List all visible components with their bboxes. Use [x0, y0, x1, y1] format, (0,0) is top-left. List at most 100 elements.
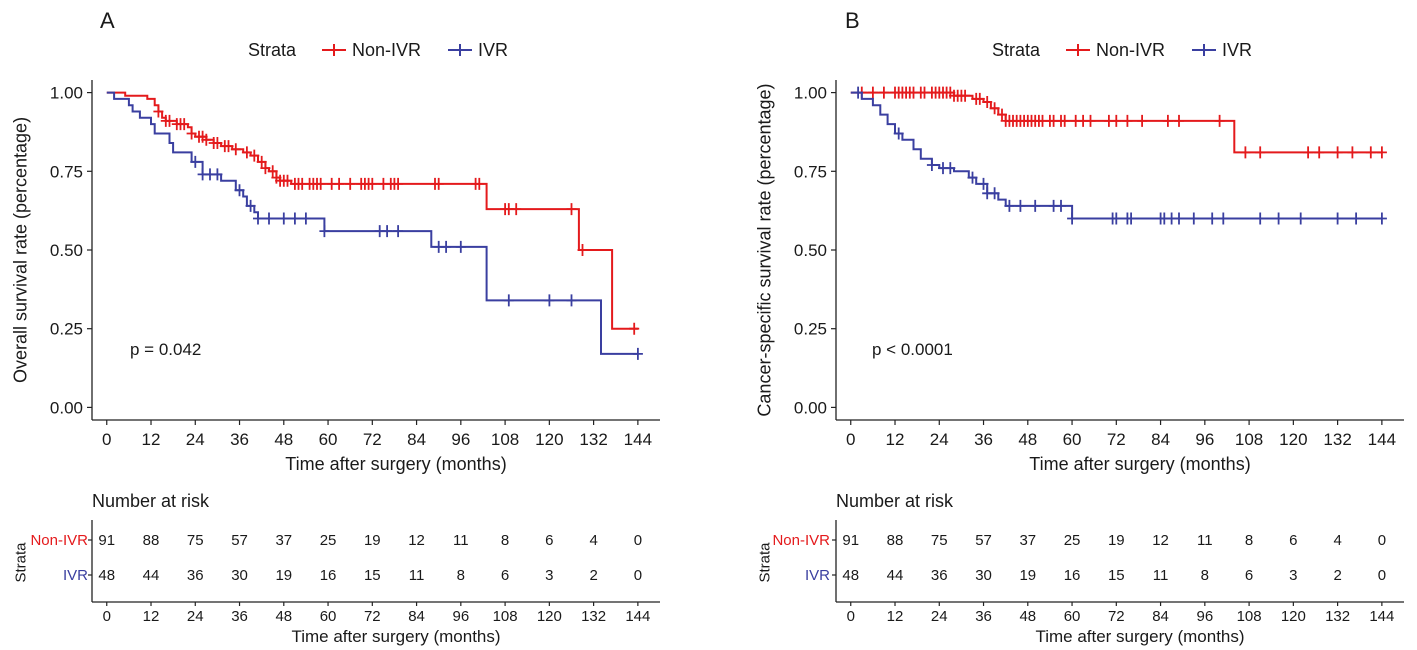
risk-row-label: Non-IVR: [772, 532, 830, 549]
risk-count: 4: [1333, 532, 1341, 549]
censor-mark: [1255, 146, 1266, 159]
censor-mark: [1218, 212, 1229, 225]
censor-mark: [1207, 212, 1218, 225]
censor-mark: [245, 199, 256, 212]
risk-count: 0: [1378, 532, 1386, 549]
censor-mark: [249, 149, 260, 162]
risk-table-title: Number at risk: [92, 491, 210, 511]
y-tick-label: 0.25: [794, 320, 827, 339]
risk-count: 8: [457, 567, 465, 584]
risk-count: 6: [501, 567, 509, 584]
censor-mark: [566, 203, 577, 216]
panel-letter: A: [100, 8, 115, 33]
x-axis-title: Time after surgery (months): [1029, 454, 1250, 474]
censor-mark: [319, 225, 330, 238]
x-tick-label: 60: [319, 430, 338, 449]
censor-mark: [260, 162, 271, 175]
risk-x-tick-label: 0: [847, 608, 855, 625]
risk-x-tick-label: 96: [452, 608, 469, 625]
risk-count: 3: [545, 567, 553, 584]
risk-row-label: Non-IVR: [30, 532, 88, 549]
risk-count: 16: [320, 567, 337, 584]
panel-letter: B: [845, 8, 860, 33]
risk-x-tick-label: 108: [1237, 608, 1262, 625]
risk-row-label: IVR: [805, 567, 830, 584]
x-tick-label: 84: [407, 430, 426, 449]
censor-mark: [982, 96, 993, 108]
risk-x-tick-label: 84: [1152, 608, 1169, 625]
survival-curve-non-ivr: [106, 91, 638, 330]
censor-mark: [629, 322, 640, 335]
censor-mark: [256, 155, 267, 168]
risk-count: 37: [1019, 532, 1036, 549]
risk-count: 75: [931, 532, 948, 549]
risk-count: 11: [1197, 532, 1213, 549]
censor-mark: [945, 162, 956, 175]
risk-count: 57: [231, 532, 248, 549]
x-tick-label: 72: [363, 430, 382, 449]
risk-count: 0: [634, 532, 642, 549]
risk-count: 11: [409, 567, 425, 584]
risk-count: 44: [887, 567, 904, 584]
censor-mark: [989, 187, 1000, 200]
x-tick-label: 120: [1279, 430, 1307, 449]
x-tick-label: 12: [142, 430, 161, 449]
censor-mark: [1295, 212, 1306, 225]
risk-x-tick-label: 24: [187, 608, 204, 625]
risk-strata-label: Strata: [12, 542, 29, 583]
risk-count: 25: [1064, 532, 1081, 549]
x-tick-label: 60: [1063, 430, 1082, 449]
risk-count: 88: [887, 532, 904, 549]
survival-curve-ivr: [850, 91, 1382, 220]
censor-mark: [190, 155, 201, 168]
censor-mark: [1240, 146, 1251, 159]
risk-count: 11: [1153, 567, 1169, 584]
risk-strata-label: Strata: [756, 542, 773, 583]
censor-mark: [577, 244, 588, 256]
censor-mark: [212, 137, 223, 149]
risk-x-tick-label: 144: [625, 608, 650, 625]
risk-count: 36: [931, 567, 948, 584]
risk-x-tick-label: 96: [1196, 608, 1213, 625]
censor-mark: [367, 177, 378, 190]
censor-mark: [878, 86, 889, 99]
x-tick-label: 144: [1368, 430, 1396, 449]
censor-mark: [1056, 199, 1066, 212]
censor-mark: [334, 177, 345, 190]
risk-x-tick-label: 0: [103, 608, 111, 625]
risk-count: 0: [1378, 567, 1386, 584]
censor-mark: [1111, 114, 1122, 127]
censor-mark: [967, 171, 978, 184]
censor-mark: [1351, 212, 1362, 225]
survival-curve-ivr: [106, 91, 638, 355]
censor-mark: [278, 212, 289, 225]
x-tick-label: 48: [274, 430, 293, 449]
censor-mark: [1273, 212, 1284, 225]
x-tick-label: 24: [186, 430, 205, 449]
y-tick-label: 0.50: [794, 241, 827, 260]
risk-count: 44: [143, 567, 160, 584]
risk-x-tick-label: 48: [1019, 608, 1036, 625]
risk-count: 8: [1201, 567, 1209, 584]
risk-x-tick-label: 132: [581, 608, 606, 625]
censor-mark: [1162, 114, 1173, 127]
censor-mark: [179, 118, 190, 131]
censor-mark: [1214, 114, 1225, 127]
y-axis-title: Overall survival rate (percentage): [10, 117, 30, 383]
censor-mark: [1303, 146, 1314, 159]
censor-mark: [474, 177, 485, 190]
x-axis-title: Time after surgery (months): [285, 454, 506, 474]
legend-entry: Non-IVR: [1096, 40, 1165, 60]
risk-x-tick-label: 36: [231, 608, 248, 625]
risk-x-tick-label: 120: [1281, 608, 1306, 625]
risk-count: 36: [187, 567, 204, 584]
censor-mark: [1126, 212, 1137, 225]
risk-count: 12: [408, 532, 425, 549]
risk-count: 15: [1108, 567, 1125, 584]
censor-mark: [1332, 212, 1343, 225]
censor-mark: [230, 143, 241, 156]
censor-mark: [267, 165, 278, 178]
x-tick-label: 108: [491, 430, 519, 449]
censor-mark: [1111, 212, 1122, 225]
